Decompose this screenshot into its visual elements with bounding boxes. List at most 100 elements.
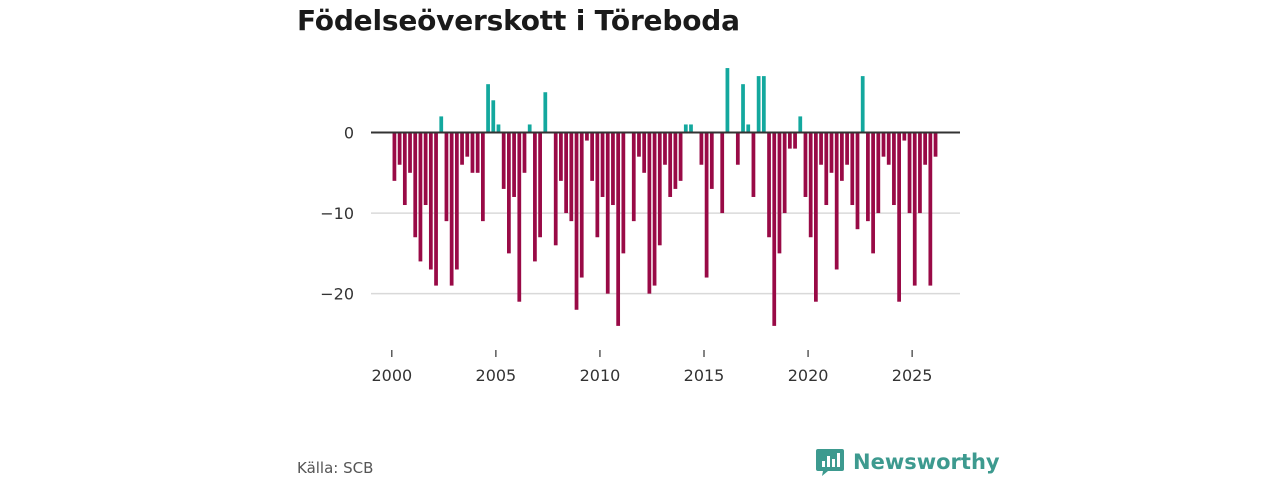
bar-6 — [423, 132, 428, 206]
bar-7 — [428, 132, 433, 270]
bar-18 — [486, 84, 490, 133]
x-axis: 2000 2005 2010 2015 2020 2025 — [371, 350, 932, 385]
bar-77 — [793, 132, 797, 149]
bar-40 — [600, 132, 605, 197]
chart-title: Födelseöverskott i Töreboda — [297, 4, 740, 37]
bar-9 — [439, 116, 444, 133]
bar-2 — [402, 132, 407, 206]
bar-20 — [496, 124, 501, 133]
bar-84 — [829, 132, 834, 173]
bar-57 — [689, 124, 693, 133]
bar-103 — [928, 132, 933, 286]
bar-69 — [751, 132, 756, 197]
bar-101 — [918, 132, 922, 214]
y-tick-label: −10 — [320, 204, 354, 223]
bar-22 — [507, 132, 511, 254]
bar-64 — [725, 68, 730, 133]
bar-86 — [840, 132, 844, 181]
bar-36 — [579, 132, 584, 278]
bar-97 — [897, 132, 901, 302]
bar-80 — [808, 132, 813, 238]
bar-51 — [657, 132, 662, 246]
bar-60 — [704, 132, 709, 278]
bar-79 — [803, 132, 808, 197]
bar-17 — [481, 132, 485, 222]
bar-66 — [735, 132, 740, 165]
bar-83 — [824, 132, 829, 206]
bar-0 — [392, 132, 397, 181]
x-tick-label: 2020 — [788, 366, 829, 385]
bar-76 — [787, 132, 792, 149]
source-note: Källa: SCB — [297, 459, 374, 477]
bar-95 — [886, 132, 891, 165]
bar-42 — [611, 132, 615, 206]
bar-39 — [595, 132, 600, 238]
bar-93 — [876, 132, 881, 214]
bar-99 — [907, 132, 912, 214]
bar-29 — [543, 92, 548, 133]
bar-88 — [850, 132, 855, 206]
bar-1 — [397, 132, 402, 165]
bar-49 — [647, 132, 652, 294]
bar-104 — [933, 132, 938, 157]
bar-100 — [912, 132, 917, 286]
bar-26 — [527, 124, 532, 133]
bar-14 — [465, 132, 470, 157]
bar-85 — [834, 132, 839, 270]
bar-35 — [574, 132, 579, 310]
brand-name: Newsworthy — [853, 450, 1000, 474]
bar-31 — [553, 132, 558, 246]
bar-90 — [860, 76, 865, 133]
bar-61 — [709, 132, 714, 189]
bar-5 — [418, 132, 423, 262]
bar-37 — [585, 132, 589, 141]
bar-73 — [772, 132, 777, 326]
bar-102 — [923, 132, 928, 165]
bar-67 — [741, 84, 745, 133]
bar-43 — [616, 132, 621, 326]
bar-44 — [621, 132, 626, 254]
bar-3 — [408, 132, 412, 173]
bar-91 — [866, 132, 870, 222]
bar-24 — [517, 132, 522, 302]
bar-12 — [454, 132, 459, 270]
grid-lines — [371, 212, 960, 295]
bar-81 — [814, 132, 818, 302]
bar-63 — [720, 132, 725, 214]
bar-23 — [512, 132, 516, 197]
bar-70 — [756, 76, 761, 133]
bar-16 — [475, 132, 480, 173]
y-axis-tick-labels: 0 −10 −20 — [320, 124, 354, 304]
x-tick-label: 2025 — [892, 366, 933, 385]
bar-46 — [631, 132, 636, 222]
bar-89 — [855, 132, 860, 230]
bar-71 — [761, 76, 766, 133]
bar-32 — [559, 132, 563, 181]
bar-59 — [699, 132, 704, 165]
bar-4 — [413, 132, 418, 238]
bar-52 — [663, 132, 667, 165]
bar-96 — [892, 132, 896, 206]
bar-33 — [564, 132, 568, 214]
y-tick-label: −20 — [320, 285, 354, 304]
bar-28 — [538, 132, 542, 238]
bar-78 — [798, 116, 803, 133]
bar-13 — [460, 132, 464, 165]
bar-68 — [746, 124, 751, 133]
bar-75 — [782, 132, 787, 214]
brand-logo[interactable]: Newsworthy — [815, 447, 1000, 477]
bar-27 — [533, 132, 537, 262]
bar-53 — [668, 132, 673, 197]
bar-50 — [652, 132, 657, 286]
bar-48 — [642, 132, 647, 173]
bar-11 — [449, 132, 454, 286]
bar-94 — [881, 132, 886, 157]
bar-21 — [501, 132, 506, 189]
bar-82 — [819, 132, 823, 165]
x-tick-label: 2015 — [684, 366, 725, 385]
x-tick-label: 2005 — [476, 366, 517, 385]
bar-54 — [673, 132, 678, 189]
bar-56 — [683, 124, 688, 133]
bar-25 — [522, 132, 527, 173]
x-tick-label: 2010 — [580, 366, 621, 385]
